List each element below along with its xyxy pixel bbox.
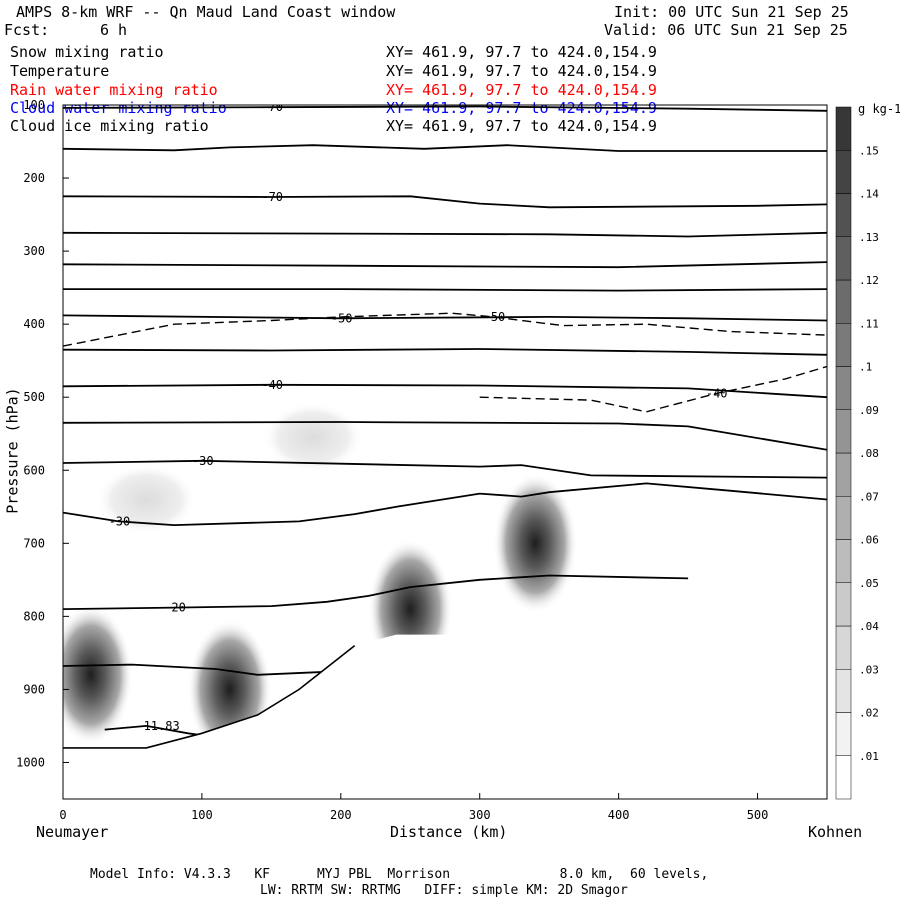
colorbar-label-8: .09 xyxy=(859,404,879,417)
colorbar-swatch-1 xyxy=(835,712,852,756)
isotherm-0 xyxy=(63,105,827,112)
isotherm-10 xyxy=(63,459,827,479)
isotherm-label-0: -70 xyxy=(261,100,283,114)
y-axis-label: Pressure (hPa) xyxy=(3,387,22,514)
x-tick-label-1: 100 xyxy=(191,808,213,822)
colorbar-label-7: .08 xyxy=(859,447,879,460)
y-tick-label-6: 700 xyxy=(23,536,45,550)
snow-shading-region-5 xyxy=(263,402,364,473)
colorbar-swatch-9 xyxy=(835,366,852,410)
isotherm-2 xyxy=(63,195,827,209)
colorbar-swatch-5 xyxy=(835,539,852,583)
y-tick-label-4: 500 xyxy=(23,390,45,404)
field-xy-rain: XY= 461.9, 97.7 to 424.0,154.9 xyxy=(386,81,657,99)
isotherm-label-14: -11.83 xyxy=(136,719,179,733)
y-tick-label-8: 900 xyxy=(23,682,45,696)
colorbar-swatch-13 xyxy=(835,193,852,237)
isotherm-label-10: -30 xyxy=(192,454,214,468)
colorbar-swatch-10 xyxy=(835,323,852,367)
colorbar-swatch-4 xyxy=(835,582,852,627)
x-tick-label-2: 200 xyxy=(330,808,352,822)
colorbar-swatch-2 xyxy=(835,669,852,713)
model-info-line2: LW: RRTM SW: RRTMG DIFF: simple KM: 2D S… xyxy=(260,883,628,898)
y-tick-label-3: 400 xyxy=(23,317,45,331)
colorbar-label-13: .14 xyxy=(859,188,879,201)
terrain-mask xyxy=(63,634,827,799)
isotherm-label-12: -20 xyxy=(164,601,186,615)
isotherm-label-11: -30 xyxy=(109,514,131,528)
field-xy-cloud-water: XY= 461.9, 97.7 to 424.0,154.9 xyxy=(386,99,657,117)
colorbar-swatch-15 xyxy=(835,106,852,151)
field-xy-temperature: XY= 461.9, 97.7 to 424.0,154.9 xyxy=(386,62,657,80)
isotherm-9 xyxy=(63,421,827,451)
isotherm-6 xyxy=(63,314,827,322)
x-axis-label: Distance (km) xyxy=(390,823,508,841)
colorbar-swatch-3 xyxy=(835,625,852,670)
y-tick-label-2: 300 xyxy=(23,244,45,258)
y-tick-label-1: 200 xyxy=(23,171,45,185)
field-name-rain: Rain water mixing ratio xyxy=(10,81,218,99)
dashed-contour-1 xyxy=(479,365,827,413)
colorbar-swatch-14 xyxy=(835,150,852,194)
colorbar-swatch-7 xyxy=(835,452,852,497)
forecast-value: 6 h xyxy=(100,21,128,39)
colorbar-swatch-8 xyxy=(835,409,852,454)
isotherm-8 xyxy=(63,383,827,399)
init-time: Init: 00 UTC Sun 21 Sep 25 xyxy=(614,3,849,21)
isotherm-13 xyxy=(63,663,341,676)
colorbar-swatch-12 xyxy=(835,236,852,281)
y-tick-label-9: 1000 xyxy=(16,755,45,769)
colorbar-label-12: .13 xyxy=(859,231,879,244)
colorbar-label-2: .03 xyxy=(859,663,879,676)
isotherm-label-8: -40 xyxy=(261,378,283,392)
isotherm-5 xyxy=(63,288,827,292)
isotherm-label-6: -50 xyxy=(331,311,353,325)
colorbar-label-0: .01 xyxy=(859,750,879,763)
colorbar-label-6: .07 xyxy=(859,490,879,503)
colorbar-label-3: .04 xyxy=(859,620,879,633)
x-tick-label-5: 500 xyxy=(747,808,769,822)
colorbar-label-5: .06 xyxy=(859,534,879,547)
isotherm-11 xyxy=(63,482,827,527)
x-tick-label-4: 400 xyxy=(608,808,630,822)
x-start-label: Neumayer xyxy=(36,823,109,841)
colorbar-swatch-11 xyxy=(835,279,852,324)
forecast-label: Fcst: xyxy=(4,21,50,39)
y-tick-label-0: 100 xyxy=(23,98,45,112)
chart-title: AMPS 8-km WRF -- Qn Maud Land Coast wind… xyxy=(16,3,396,21)
colorbar-swatch-6 xyxy=(835,496,852,540)
colorbar-unit: g kg-1 xyxy=(858,102,900,116)
colorbar-label-10: .11 xyxy=(859,317,879,330)
x-tick-label-0: 0 xyxy=(59,808,66,822)
plot-frame xyxy=(62,104,828,800)
valid-time: Valid: 06 UTC Sun 21 Sep 25 xyxy=(604,21,848,39)
isotherm-1 xyxy=(63,144,827,152)
field-xy-snow: XY= 461.9, 97.7 to 424.0,154.9 xyxy=(386,43,657,61)
x-end-label: Kohnen xyxy=(808,823,863,841)
field-xy-cloud-ice: XY= 461.9, 97.7 to 424.0,154.9 xyxy=(386,117,657,135)
colorbar-label-14: .15 xyxy=(859,144,879,157)
colorbar-label-4: .05 xyxy=(859,577,879,590)
isotherm-4 xyxy=(63,261,827,269)
isotherm-12 xyxy=(63,574,689,610)
model-info-line1: Model Info: V4.3.3 KF MYJ PBL Morrison 8… xyxy=(90,867,709,882)
dashed-contour-label-1: -40 xyxy=(706,387,728,401)
y-tick-label-7: 800 xyxy=(23,609,45,623)
snow-shading-region-4 xyxy=(96,464,197,535)
x-tick-label-3: 300 xyxy=(469,808,491,822)
colorbar-label-1: .02 xyxy=(859,707,879,720)
isotherm-label-2: -70 xyxy=(261,190,283,204)
isotherm-3 xyxy=(63,231,827,238)
colorbar-label-11: .12 xyxy=(859,274,879,287)
field-name-snow: Snow mixing ratio xyxy=(10,43,164,61)
y-tick-label-5: 600 xyxy=(23,463,45,477)
terrain-line xyxy=(63,644,356,749)
isotherm-7 xyxy=(63,348,827,356)
colorbar-label-9: .1 xyxy=(859,361,872,374)
field-name-temperature: Temperature xyxy=(10,62,110,80)
field-name-cloud-ice: Cloud ice mixing ratio xyxy=(10,117,209,135)
colorbar-swatch-0 xyxy=(835,755,852,800)
snow-shading-region-0 xyxy=(63,604,133,745)
